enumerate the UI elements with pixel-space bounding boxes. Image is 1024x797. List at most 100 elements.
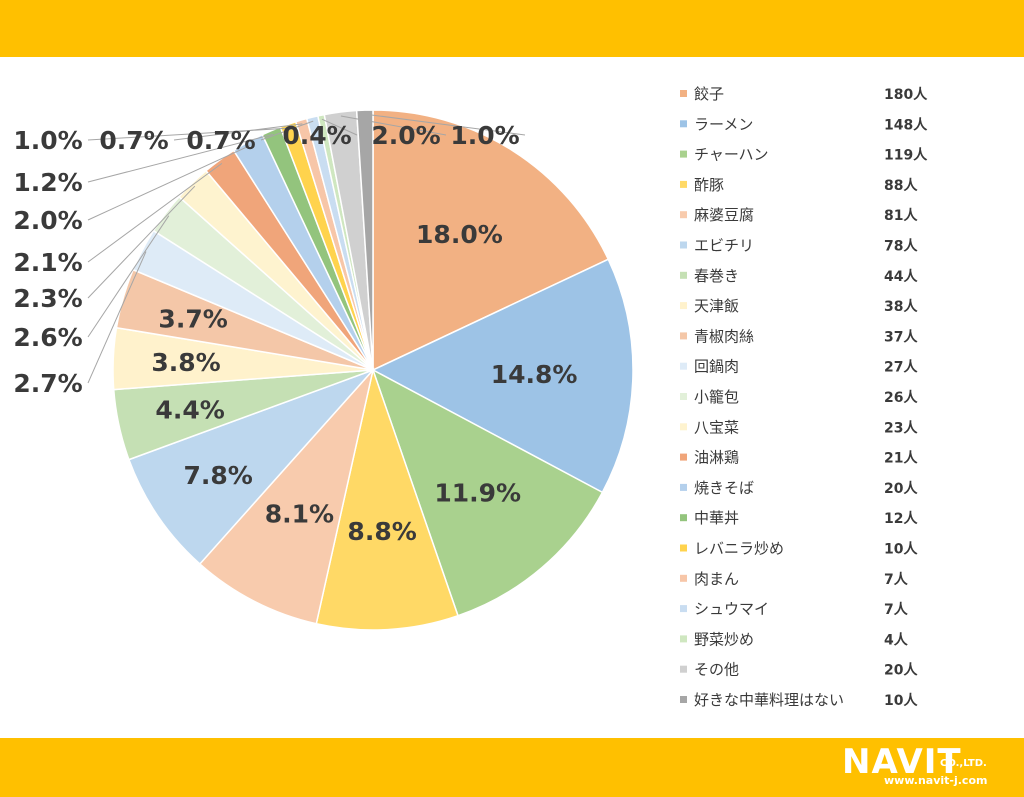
legend-swatch bbox=[680, 574, 687, 582]
logo-url: www.navit-j.com bbox=[884, 774, 988, 787]
legend-label: 小籠包 bbox=[694, 388, 739, 406]
legend-swatch bbox=[680, 423, 687, 431]
legend-label: 春巻き bbox=[694, 267, 739, 285]
leader-line bbox=[364, 113, 526, 136]
legend-count: 20人 bbox=[884, 480, 918, 497]
legend-label: シュウマイ bbox=[694, 600, 769, 618]
legend-count: 10人 bbox=[884, 692, 918, 709]
pie-slice bbox=[315, 367, 459, 631]
legend-label: チャーハン bbox=[694, 146, 769, 164]
bottom-banner bbox=[0, 738, 1024, 797]
data-label: 7.8% bbox=[184, 461, 253, 490]
data-label: 2.0% bbox=[13, 206, 82, 235]
data-label: 2.7% bbox=[13, 369, 82, 398]
legend-item: レバニラ炒め 10人 bbox=[680, 540, 918, 558]
legend-count: 78人 bbox=[884, 238, 918, 255]
legend-label: 麻婆豆腐 bbox=[694, 206, 754, 224]
pie-slices bbox=[112, 109, 634, 631]
data-label: 3.8% bbox=[151, 348, 220, 377]
legend-count: 7人 bbox=[884, 601, 909, 618]
legend-count: 26人 bbox=[884, 389, 918, 406]
pie-slice bbox=[371, 368, 604, 617]
legend-swatch bbox=[680, 665, 687, 673]
legend-count: 7人 bbox=[884, 571, 909, 588]
legend-count: 20人 bbox=[884, 662, 918, 679]
legend-count: 119人 bbox=[884, 147, 928, 164]
data-label: 2.3% bbox=[13, 284, 82, 313]
data-labels: 18.0% 14.8% 11.9% 8.8% 8.1% 7.8% 4.4% 3.8% 3.7% 2… bbox=[13, 121, 577, 546]
data-label: 1.0% bbox=[450, 121, 519, 150]
legend-count: 37人 bbox=[884, 328, 918, 345]
legend-swatch bbox=[680, 483, 687, 491]
legend-label: エビチリ bbox=[694, 237, 754, 255]
legend-item: 小籠包 26人 bbox=[680, 388, 918, 406]
leader-line bbox=[87, 162, 223, 263]
leader-lines bbox=[87, 113, 526, 384]
data-label: 14.8% bbox=[491, 360, 578, 389]
legend-label: 中華丼 bbox=[694, 509, 739, 527]
legend-item: 野菜炒め 4人 bbox=[680, 630, 909, 648]
leader-line bbox=[87, 145, 250, 221]
legend-label: 好きな中華料理はない bbox=[694, 691, 844, 709]
legend-count: 148人 bbox=[884, 116, 928, 133]
legend-item: ラーメン 148人 bbox=[680, 115, 928, 133]
legend-label: ラーメン bbox=[694, 115, 753, 133]
top-banner bbox=[0, 0, 1024, 57]
pie-slice bbox=[127, 369, 374, 565]
data-label: 2.6% bbox=[13, 323, 82, 352]
data-label: 8.8% bbox=[347, 517, 416, 546]
legend-swatch bbox=[680, 332, 687, 340]
legend-swatch bbox=[680, 150, 687, 158]
legend-count: 21人 bbox=[884, 450, 918, 467]
legend-swatch bbox=[680, 696, 687, 703]
logo-company-suffix: CO.,LTD. bbox=[940, 758, 987, 769]
legend-label: 八宝菜 bbox=[694, 418, 739, 436]
leader-line bbox=[321, 118, 358, 136]
legend-count: 12人 bbox=[884, 510, 918, 527]
legend-item: 麻婆豆腐 81人 bbox=[680, 206, 918, 224]
legend-swatch bbox=[680, 90, 687, 97]
data-label: 8.1% bbox=[265, 499, 334, 528]
legend-item: 好きな中華料理はない 10人 bbox=[680, 691, 918, 709]
legend-label: 回鍋肉 bbox=[694, 358, 739, 376]
legend-label: 餃子 bbox=[694, 85, 724, 103]
logo-brand: NAVIT bbox=[842, 742, 962, 782]
pie-slice bbox=[355, 109, 374, 371]
data-label: 2.1% bbox=[13, 248, 82, 277]
legend-item: 酢豚 88人 bbox=[680, 176, 918, 194]
data-label: 1.2% bbox=[13, 168, 82, 197]
legend-item: 餃子 180人 bbox=[680, 85, 928, 103]
legend-item: 中華丼 12人 bbox=[680, 509, 918, 527]
legend-swatch bbox=[680, 453, 687, 461]
data-label: 0.7% bbox=[99, 126, 168, 155]
legend-label: 天津飯 bbox=[694, 297, 739, 315]
data-label: 3.7% bbox=[158, 304, 227, 333]
legend-item: 青椒肉絲 37人 bbox=[680, 327, 918, 345]
pie-slice bbox=[198, 367, 375, 625]
data-label: 0.7% bbox=[186, 126, 255, 155]
legend-swatch bbox=[680, 635, 687, 643]
legend-label: 酢豚 bbox=[694, 176, 724, 194]
legend-count: 23人 bbox=[884, 419, 918, 436]
leader-line bbox=[87, 185, 196, 299]
leader-line bbox=[340, 115, 447, 136]
legend-swatch bbox=[680, 180, 687, 188]
legend-swatch bbox=[680, 302, 687, 310]
legend-swatch bbox=[680, 605, 687, 613]
legend-item: 八宝菜 23人 bbox=[680, 418, 918, 436]
legend-label: 焼きそば bbox=[694, 479, 754, 497]
leader-line bbox=[173, 123, 303, 141]
legend-item: シュウマイ 7人 bbox=[680, 600, 909, 618]
legend-count: 38人 bbox=[884, 298, 918, 315]
legend-item: チャーハン 119人 bbox=[680, 146, 928, 164]
legend-item: その他 20人 bbox=[680, 661, 918, 679]
legend-swatch bbox=[680, 120, 687, 128]
data-label: 2.0% bbox=[371, 121, 440, 150]
legend-swatch bbox=[680, 211, 687, 219]
legend-label: 肉まん bbox=[694, 570, 739, 588]
leader-line bbox=[260, 120, 314, 141]
legend-count: 44人 bbox=[884, 268, 918, 285]
legend-item: 焼きそば 20人 bbox=[680, 479, 918, 497]
leader-line bbox=[87, 215, 170, 338]
